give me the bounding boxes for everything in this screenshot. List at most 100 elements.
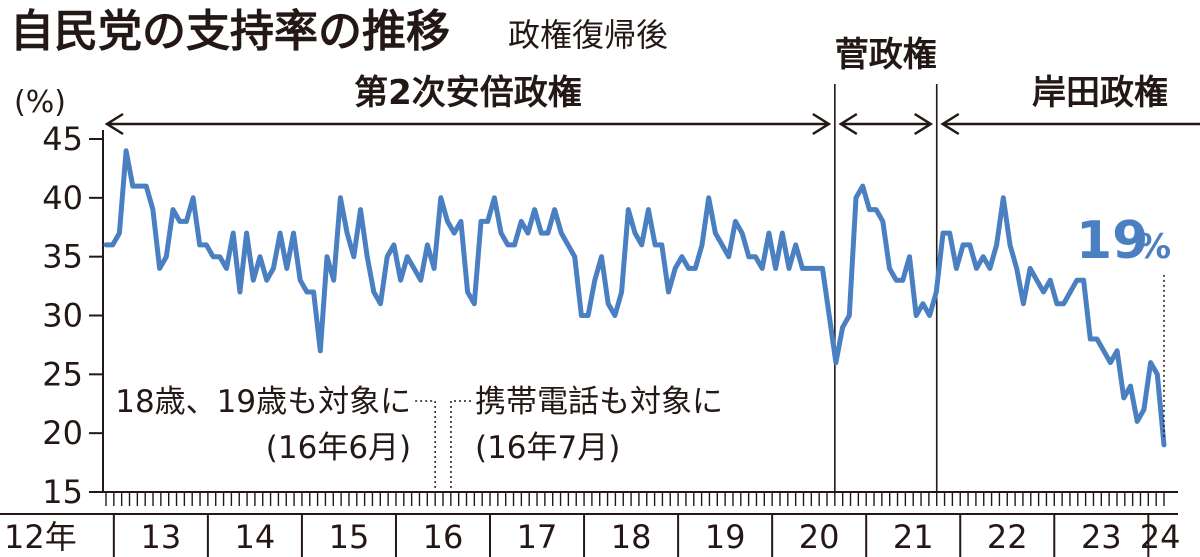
data-point — [332, 279, 335, 282]
data-point — [1028, 267, 1032, 270]
data-point — [165, 255, 168, 258]
data-point — [1035, 279, 1039, 282]
data-point — [124, 149, 128, 152]
data-point — [359, 208, 362, 211]
data-point — [111, 243, 114, 247]
data-point — [640, 243, 643, 247]
x-tick-label: 13 — [140, 518, 181, 556]
data-point — [1115, 349, 1119, 352]
data-point — [386, 255, 389, 258]
data-point — [426, 243, 429, 247]
latest-value-unit: % — [1137, 227, 1171, 267]
y-tick-label: 30 — [42, 297, 83, 335]
data-point — [325, 255, 329, 258]
data-point — [1015, 267, 1018, 270]
data-point — [1102, 349, 1105, 352]
x-tick-label: 16 — [423, 518, 464, 556]
data-point — [1055, 302, 1059, 305]
data-point — [1008, 243, 1012, 247]
x-tick-label: 21 — [893, 518, 934, 556]
annotation-date: (16年6月) — [266, 430, 411, 466]
x-tick-label: 23 — [1081, 518, 1122, 556]
data-point — [767, 231, 771, 235]
data-point — [1129, 384, 1132, 388]
data-point — [573, 255, 576, 258]
data-point — [292, 231, 295, 235]
data-point — [225, 267, 228, 270]
data-point — [473, 302, 476, 305]
data-point — [446, 220, 449, 223]
x-tick-label: 14 — [235, 518, 276, 556]
data-point — [834, 361, 838, 364]
data-point — [988, 267, 992, 270]
data-point — [761, 267, 764, 270]
y-tick-label: 35 — [42, 238, 83, 276]
x-tick-label: 12年 — [4, 518, 77, 556]
data-point — [366, 255, 369, 258]
data-point — [915, 314, 918, 317]
data-point — [278, 231, 282, 235]
data-point — [352, 255, 355, 258]
data-point — [1162, 443, 1166, 447]
data-point — [1069, 290, 1072, 294]
data-point — [1082, 279, 1085, 282]
y-tick-label: 45 — [42, 120, 83, 158]
data-point — [848, 314, 851, 317]
data-point — [466, 290, 469, 294]
x-tick-label: 22 — [987, 518, 1028, 556]
data-point — [1109, 361, 1112, 364]
era-label-background — [335, 68, 600, 112]
chart-subtitle: 政権復帰後 — [508, 16, 668, 54]
annotation-leader — [415, 400, 436, 492]
data-point — [653, 243, 657, 247]
data-point — [807, 267, 811, 270]
data-point — [627, 208, 630, 211]
data-point — [774, 267, 777, 270]
data-point — [513, 243, 516, 247]
data-point — [1095, 337, 1099, 341]
data-point — [740, 231, 744, 235]
data-point — [520, 220, 523, 223]
era-label: 岸田政権 — [1032, 73, 1168, 113]
data-point — [888, 267, 891, 270]
data-point — [406, 255, 409, 258]
data-point — [138, 184, 141, 188]
data-point — [171, 208, 175, 211]
data-point — [975, 267, 978, 270]
data-point — [392, 243, 396, 247]
data-point — [781, 231, 784, 235]
y-axis-unit: (%) — [14, 85, 66, 120]
x-tick-label: 15 — [329, 518, 370, 556]
data-point — [339, 196, 342, 199]
data-point — [419, 279, 422, 282]
data-point — [1042, 290, 1045, 294]
data-point — [814, 267, 817, 270]
data-point — [928, 314, 931, 317]
data-point — [607, 302, 610, 305]
data-point — [118, 231, 121, 235]
data-point — [1136, 420, 1139, 423]
data-point — [459, 220, 463, 223]
data-point — [191, 196, 195, 199]
data-point — [372, 290, 375, 294]
annotation-text: 携帯電話も対象に — [475, 384, 723, 420]
data-point — [299, 279, 302, 282]
era-label: 第2次安倍政権 — [354, 73, 582, 113]
data-point — [794, 243, 797, 247]
data-point — [104, 243, 108, 247]
era-arrowhead — [914, 112, 934, 136]
data-point — [687, 267, 690, 270]
data-point — [178, 220, 181, 223]
data-point — [185, 220, 188, 223]
data-point — [493, 196, 496, 199]
chart-title: 自民党の支持率の推移 — [10, 6, 450, 57]
data-point — [868, 208, 871, 211]
data-point — [158, 267, 161, 270]
data-point — [479, 220, 483, 223]
data-point — [948, 231, 951, 235]
data-point — [566, 243, 570, 247]
data-point — [211, 255, 215, 258]
data-point — [747, 255, 750, 258]
data-point — [151, 208, 155, 211]
